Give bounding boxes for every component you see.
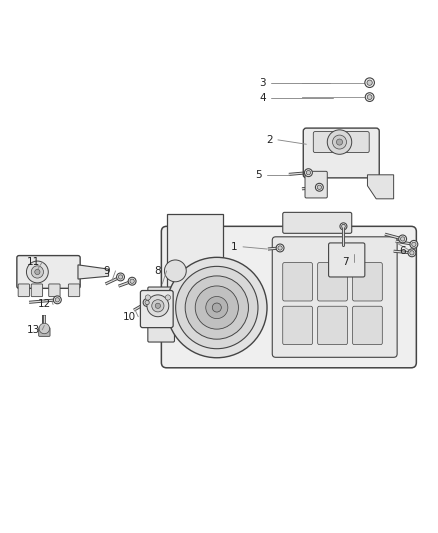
FancyBboxPatch shape [313, 132, 369, 152]
Circle shape [31, 266, 43, 278]
Circle shape [118, 275, 123, 279]
Circle shape [117, 273, 124, 281]
FancyBboxPatch shape [283, 212, 352, 233]
Polygon shape [78, 265, 109, 279]
Circle shape [336, 139, 343, 145]
Text: 9: 9 [103, 266, 110, 276]
Text: 5: 5 [255, 170, 261, 180]
Circle shape [165, 295, 170, 300]
Circle shape [342, 224, 345, 228]
FancyBboxPatch shape [318, 263, 347, 301]
FancyBboxPatch shape [353, 263, 382, 301]
FancyBboxPatch shape [148, 287, 174, 342]
Text: 10: 10 [123, 312, 136, 322]
Circle shape [147, 295, 169, 317]
Circle shape [166, 257, 267, 358]
Circle shape [315, 183, 323, 191]
Circle shape [367, 95, 372, 100]
Circle shape [412, 242, 416, 247]
Circle shape [365, 93, 374, 101]
Text: 2: 2 [266, 135, 272, 145]
FancyBboxPatch shape [18, 284, 29, 297]
Polygon shape [367, 175, 394, 199]
Circle shape [164, 260, 186, 282]
Circle shape [26, 261, 48, 283]
FancyBboxPatch shape [141, 290, 173, 328]
Circle shape [340, 223, 347, 230]
Polygon shape [166, 214, 223, 297]
FancyBboxPatch shape [328, 243, 365, 277]
Circle shape [365, 78, 374, 87]
Circle shape [195, 286, 238, 329]
Circle shape [152, 300, 164, 312]
Circle shape [35, 269, 40, 274]
FancyBboxPatch shape [49, 284, 60, 297]
FancyBboxPatch shape [68, 284, 80, 297]
Circle shape [408, 249, 416, 257]
FancyBboxPatch shape [305, 171, 327, 198]
Text: 6: 6 [399, 246, 406, 256]
Circle shape [400, 237, 405, 241]
Circle shape [410, 240, 418, 248]
FancyBboxPatch shape [161, 227, 417, 368]
FancyBboxPatch shape [303, 128, 379, 178]
Text: 1: 1 [231, 242, 237, 252]
Text: 8: 8 [155, 266, 161, 276]
FancyBboxPatch shape [39, 328, 50, 336]
Circle shape [276, 244, 284, 252]
Circle shape [130, 279, 134, 284]
FancyBboxPatch shape [283, 306, 312, 345]
Circle shape [410, 251, 414, 255]
Text: 13: 13 [27, 325, 40, 335]
Circle shape [399, 235, 406, 243]
FancyBboxPatch shape [318, 306, 347, 345]
Circle shape [176, 266, 258, 349]
Circle shape [128, 277, 136, 285]
Text: 7: 7 [343, 257, 349, 267]
Text: 11: 11 [27, 257, 40, 267]
FancyBboxPatch shape [353, 306, 382, 345]
Circle shape [55, 297, 60, 302]
FancyBboxPatch shape [272, 237, 397, 357]
Circle shape [145, 295, 150, 300]
FancyBboxPatch shape [283, 263, 312, 301]
Text: 12: 12 [38, 300, 51, 310]
Circle shape [327, 130, 352, 154]
Circle shape [143, 298, 151, 306]
Circle shape [212, 303, 221, 312]
Circle shape [306, 171, 311, 175]
Text: 3: 3 [259, 78, 266, 88]
Circle shape [317, 185, 321, 189]
Circle shape [367, 80, 372, 85]
Circle shape [332, 135, 346, 149]
Circle shape [39, 323, 49, 334]
Circle shape [53, 296, 61, 304]
FancyBboxPatch shape [31, 284, 42, 297]
Circle shape [185, 276, 248, 339]
FancyBboxPatch shape [17, 256, 80, 288]
Circle shape [206, 296, 228, 319]
Circle shape [155, 303, 160, 309]
Circle shape [304, 169, 312, 176]
Circle shape [145, 301, 149, 305]
Text: 4: 4 [259, 93, 266, 103]
Circle shape [278, 246, 282, 250]
